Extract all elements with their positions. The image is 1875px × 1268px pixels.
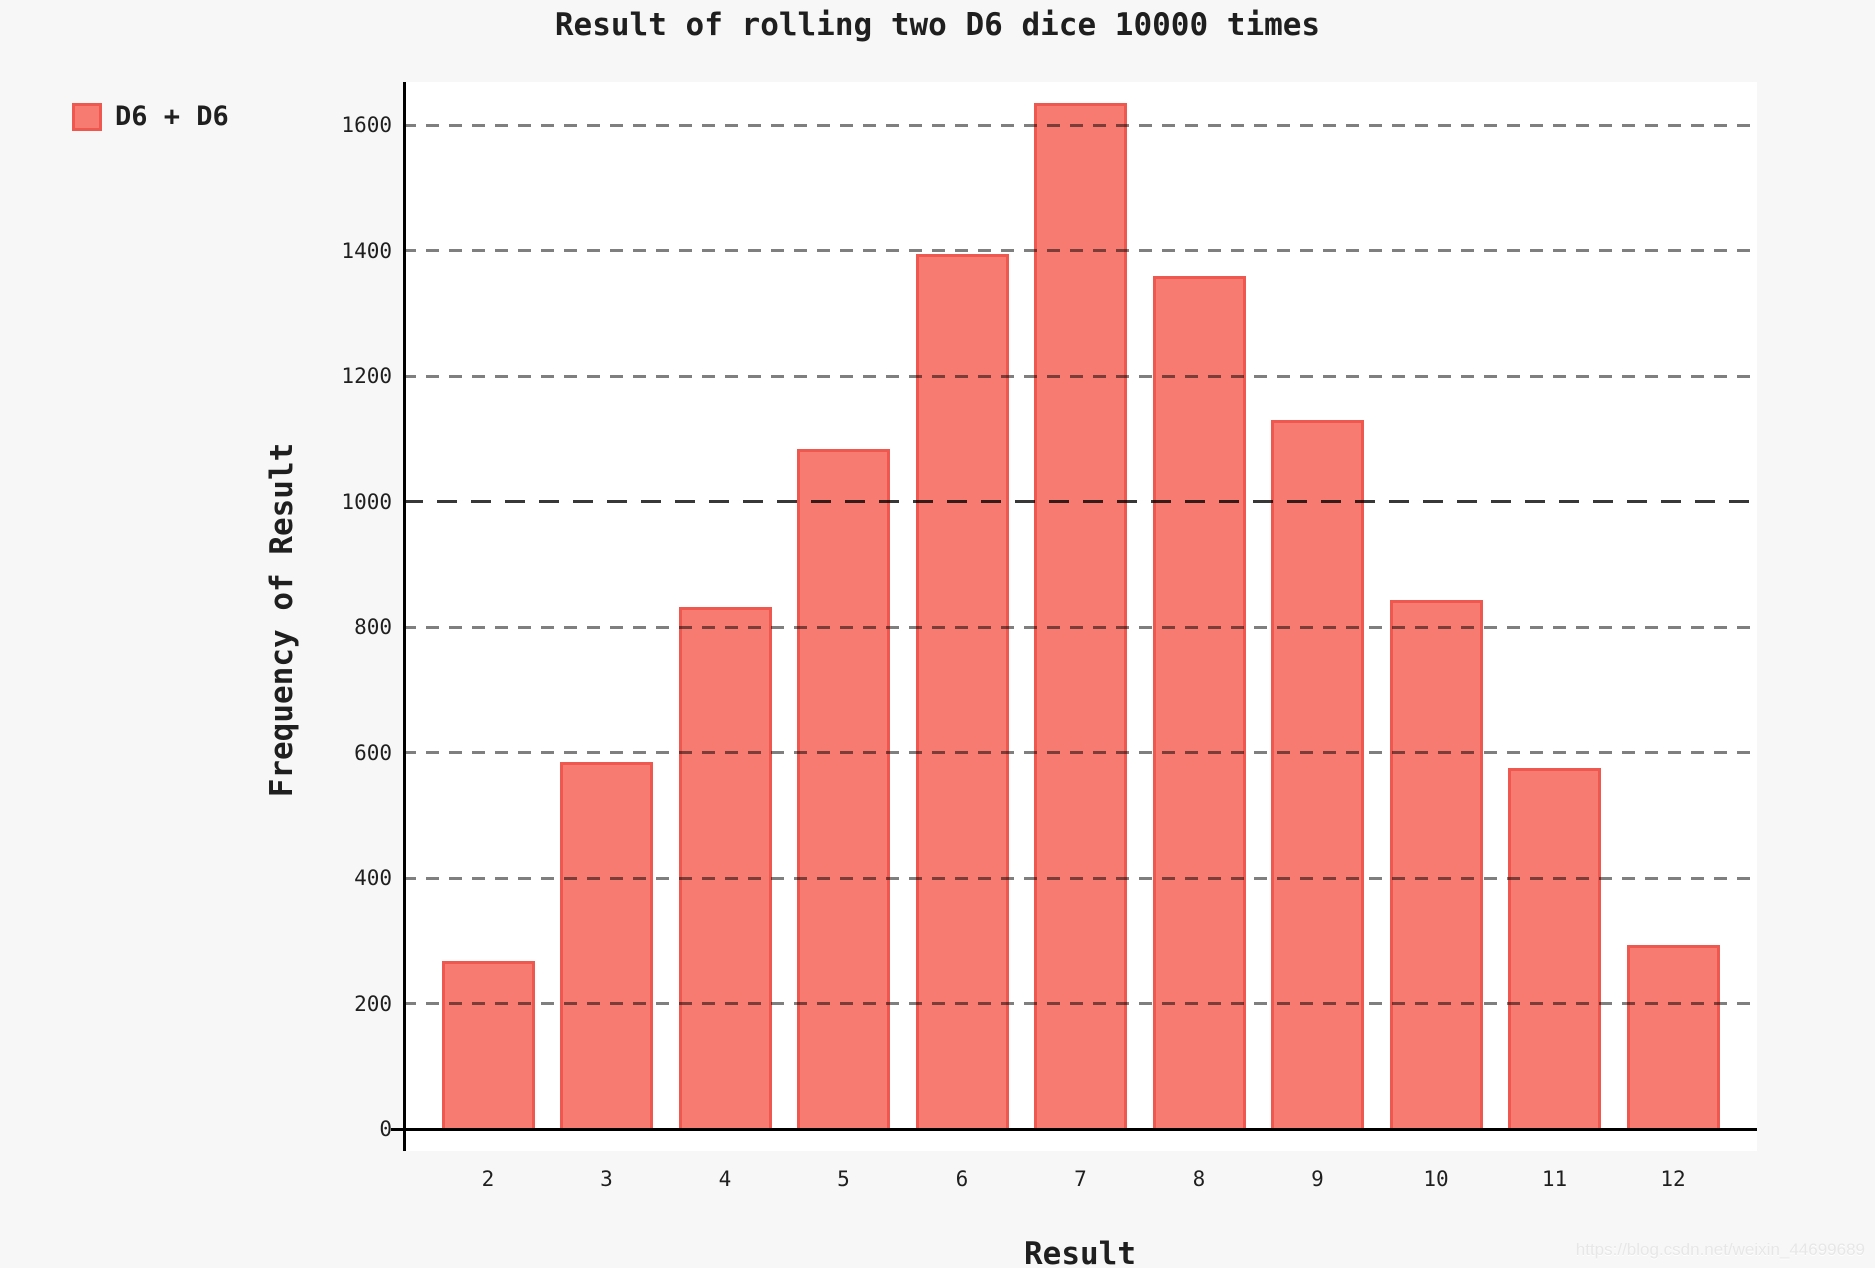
ytick-label-600: 600	[354, 740, 392, 765]
ytick-label-200: 200	[354, 991, 392, 1016]
xtick-label-12: 12	[1660, 1167, 1686, 1191]
xtick-label-3: 3	[600, 1167, 613, 1191]
xtick-label-7: 7	[1074, 1167, 1087, 1191]
x-axis-line	[391, 1127, 1757, 1131]
gridline-400	[403, 876, 1757, 880]
legend-swatch-icon	[72, 102, 102, 131]
gridline-600	[403, 751, 1757, 755]
bar-12	[1626, 945, 1720, 1129]
bar-4	[678, 607, 772, 1129]
x-axis-title: Result	[1024, 1236, 1136, 1268]
ytick-label-1600: 1600	[341, 113, 392, 138]
bar-3	[560, 762, 653, 1129]
xtick-label-5: 5	[837, 1167, 850, 1191]
xtick-label-9: 9	[1311, 1167, 1324, 1191]
gridline-1600	[403, 123, 1757, 127]
bar-11	[1508, 768, 1601, 1129]
gridline-200	[403, 1002, 1757, 1006]
chart-title: Result of rolling two D6 dice 10000 time…	[554, 7, 1321, 43]
y-axis-title: Frequency of Result	[264, 442, 300, 798]
gridline-1400	[403, 249, 1757, 253]
ytick-label-1400: 1400	[341, 238, 392, 263]
ytick-label-1000: 1000	[341, 489, 392, 514]
bar-5	[797, 449, 890, 1129]
gridline-1200	[403, 374, 1757, 378]
plot-area	[391, 82, 1757, 1151]
gridline-1000	[403, 500, 1757, 504]
bar-6	[915, 253, 1009, 1129]
legend: D6 + D6	[72, 101, 229, 132]
xtick-label-4: 4	[718, 1167, 732, 1191]
bar-8	[1152, 275, 1246, 1129]
xtick-label-11: 11	[1541, 1167, 1568, 1191]
xtick-label-6: 6	[955, 1167, 969, 1191]
ytick-label-400: 400	[354, 866, 392, 891]
y-axis-line	[403, 82, 406, 1151]
bar-2	[441, 960, 535, 1129]
watermark: https://blog.csdn.net/weixin_44699689	[1575, 1240, 1865, 1259]
ytick-label-1200: 1200	[341, 364, 392, 389]
ytick-label-0: 0	[379, 1117, 392, 1141]
bar-10	[1389, 600, 1483, 1129]
xtick-label-2: 2	[481, 1167, 495, 1191]
bar-9	[1271, 420, 1364, 1129]
legend-label: D6 + D6	[115, 101, 229, 132]
xtick-label-8: 8	[1192, 1167, 1206, 1191]
xtick-label-10: 10	[1423, 1167, 1449, 1191]
ytick-label-800: 800	[354, 615, 392, 640]
bar-7	[1034, 103, 1127, 1129]
gridline-800	[403, 625, 1757, 629]
